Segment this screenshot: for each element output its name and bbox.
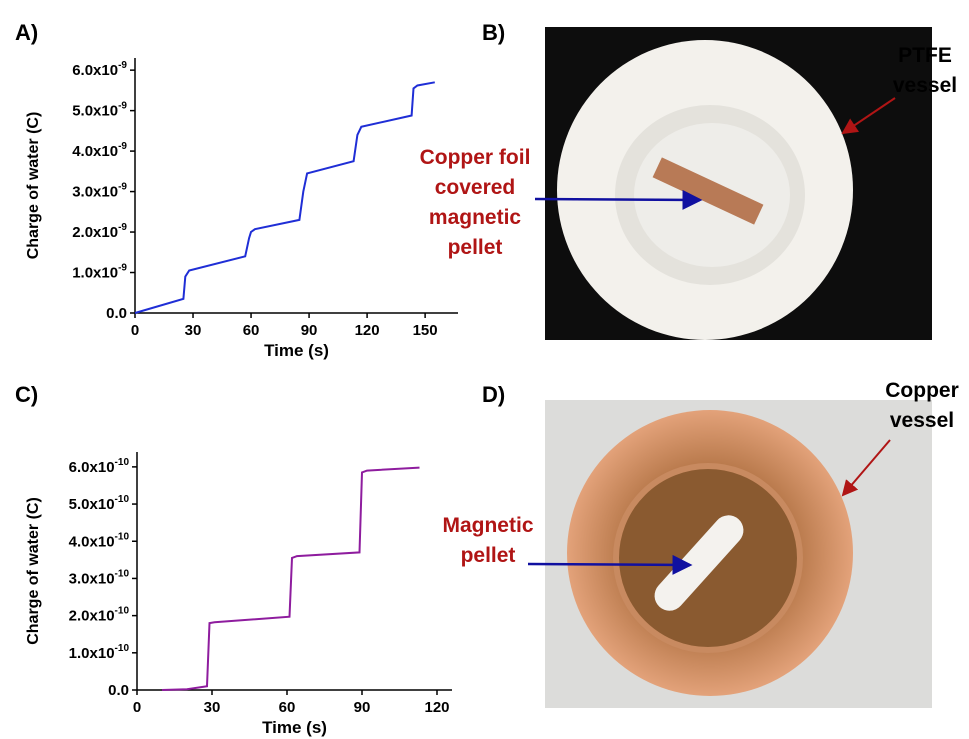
photo-ptfe — [545, 27, 932, 340]
y-tick-label: 1.0x10-10 — [69, 643, 130, 662]
annotation: covered — [435, 176, 516, 199]
annotation: pellet — [448, 236, 503, 259]
y-tick-label: 5.0x10-9 — [72, 101, 127, 120]
annotation: Copper — [885, 379, 959, 402]
x-tick-label: 150 — [413, 322, 438, 339]
y-tick-label: 2.0x10-9 — [72, 222, 127, 241]
panel-label: A) — [15, 20, 38, 45]
x-tick-label: 90 — [354, 699, 371, 716]
x-tick-label: 60 — [279, 699, 296, 716]
y-axis-label: Charge of water (C) — [25, 497, 42, 645]
panel-label: D) — [482, 382, 505, 407]
y-tick-label: 1.0x10-9 — [72, 263, 127, 282]
x-axis-label: Time (s) — [262, 718, 327, 737]
y-tick-label: 6.0x10-10 — [69, 457, 130, 476]
x-tick-label: 30 — [204, 699, 221, 716]
y-tick-label: 3.0x10-10 — [69, 568, 130, 587]
annotation: pellet — [461, 544, 516, 567]
arrow — [528, 564, 690, 565]
annotation: magnetic — [429, 206, 522, 229]
y-tick-label: 2.0x10-10 — [69, 606, 130, 625]
arrow — [535, 199, 700, 200]
annotation: vessel — [893, 74, 957, 97]
x-tick-label: 120 — [424, 699, 449, 716]
y-tick-label: 5.0x10-10 — [69, 494, 130, 513]
x-tick-label: 30 — [185, 322, 202, 339]
photo-copper — [545, 400, 932, 708]
x-tick-label: 0 — [133, 699, 141, 716]
annotation: Copper foil — [420, 146, 531, 169]
annotation: Magnetic — [442, 514, 533, 537]
x-axis-label: Time (s) — [264, 341, 329, 360]
y-tick-label: 6.0x10-9 — [72, 60, 127, 79]
annotation: vessel — [890, 409, 954, 432]
y-tick-label: 0.0 — [106, 305, 127, 322]
x-tick-label: 60 — [243, 322, 260, 339]
x-tick-label: 120 — [355, 322, 380, 339]
y-tick-label: 4.0x10-9 — [72, 141, 127, 160]
annotation: PTFE — [898, 44, 952, 67]
figure: B) Copper foil covered magnetic pellet P… — [0, 0, 969, 739]
y-tick-label: 3.0x10-9 — [72, 182, 127, 201]
data-line — [135, 82, 435, 313]
y-axis-label: Charge of water (C) — [25, 112, 42, 260]
y-tick-label: 4.0x10-10 — [69, 531, 130, 550]
data-line — [162, 468, 420, 690]
x-tick-label: 90 — [301, 322, 318, 339]
x-tick-label: 0 — [131, 322, 139, 339]
y-tick-label: 0.0 — [108, 682, 129, 699]
panel-label: B) — [482, 20, 505, 45]
panel-label: C) — [15, 382, 38, 407]
